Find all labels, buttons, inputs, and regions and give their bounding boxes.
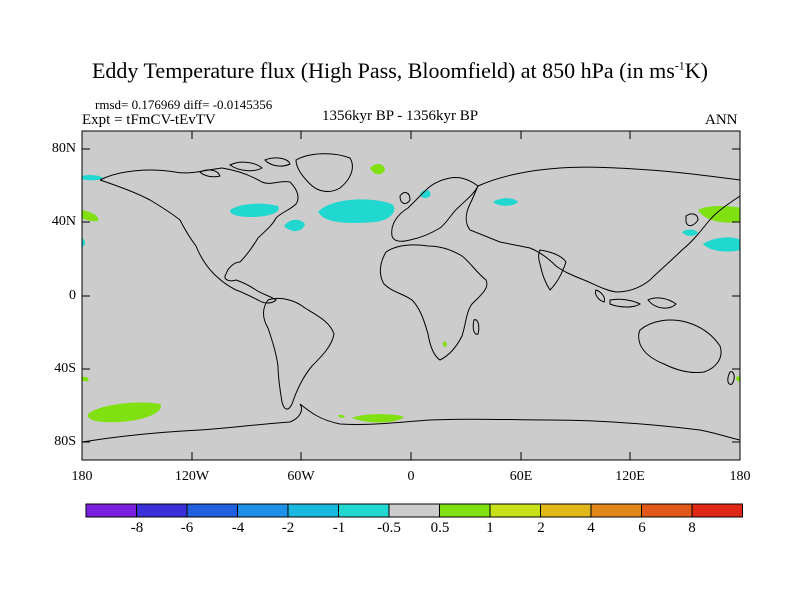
colorbar-box — [237, 503, 289, 518]
coast-south-america — [263, 297, 335, 410]
lat-label-40s: 40S — [54, 361, 76, 376]
coast-india — [538, 249, 567, 291]
negative-anomalies — [82, 174, 740, 252]
season-label: ANN — [705, 112, 738, 128]
colorbar-box — [540, 503, 592, 518]
experiment-label: Expt = tFmCV-tEvTV — [82, 112, 216, 128]
coast-british-isles — [399, 192, 411, 204]
coast-australia — [638, 319, 722, 373]
anomaly-patch — [703, 237, 740, 252]
stats-label: rmsd= 0.176969 diff= -0.0145356 — [95, 97, 273, 112]
anomaly-patch — [442, 341, 447, 347]
map-background — [82, 131, 740, 460]
anomaly-patch — [82, 174, 103, 181]
coast-madagascar — [472, 319, 480, 335]
coast-africa — [379, 244, 488, 361]
colorbar-label: -1 — [332, 520, 346, 536]
colorbar-label: 0.5 — [430, 520, 450, 536]
anomaly-patch — [318, 199, 395, 223]
lon-label-120w: 120W — [174, 469, 210, 484]
lat-label-0: 0 — [69, 288, 76, 303]
anomaly-patch — [420, 190, 431, 199]
coast-arctic-islands — [199, 157, 291, 178]
anomaly-patch — [87, 402, 161, 423]
anomaly-patch — [352, 414, 404, 423]
colorbar-label: -2 — [281, 520, 295, 536]
coast-asia — [465, 166, 741, 293]
colorbar-label: 2 — [537, 520, 545, 536]
lon-ticks — [81, 131, 741, 460]
anomaly-patch — [682, 229, 698, 236]
coast-north-america — [99, 167, 299, 304]
plot-title: Eddy Temperature flux (High Pass, Bloomf… — [91, 58, 708, 83]
coast-japan — [685, 213, 699, 227]
colorbar-label: 1 — [486, 520, 494, 536]
colorbar-box — [338, 503, 390, 518]
anomaly-patch — [82, 376, 89, 382]
colorbar-box — [287, 503, 339, 518]
colorbar-label: 4 — [587, 520, 595, 536]
anomaly-patch — [338, 414, 345, 418]
positive-anomalies — [82, 164, 740, 423]
coast-antarctica — [81, 403, 741, 443]
colorbar-label: 8 — [688, 520, 696, 536]
colorbar-label: -0.5 — [377, 520, 401, 536]
colorbar-box — [439, 503, 491, 518]
colorbar-label: -6 — [180, 520, 194, 536]
colorbar-box — [186, 503, 238, 518]
lat-label-40n: 40N — [51, 214, 76, 229]
colorbar-box — [641, 503, 693, 518]
colorbar-box — [691, 503, 743, 518]
lat-label-80n: 80N — [51, 141, 76, 156]
lon-label-180w: 180 — [71, 469, 93, 484]
colorbar-box — [388, 503, 440, 518]
colorbar — [85, 503, 743, 518]
anomaly-patch — [230, 203, 279, 217]
lon-label-60w: 60W — [287, 469, 315, 484]
colorbar-box — [590, 503, 642, 518]
anomaly-patch — [736, 376, 740, 382]
anomaly-patch — [698, 206, 740, 223]
colorbar-box — [85, 503, 137, 518]
coast-new-zealand — [727, 371, 735, 385]
anomaly-patch — [284, 219, 305, 232]
lon-label-120e: 120E — [615, 469, 645, 484]
lon-label-0: 0 — [407, 469, 415, 484]
anomaly-patch — [82, 210, 99, 222]
colorbar-label: -8 — [130, 520, 144, 536]
colorbar-box — [489, 503, 541, 518]
colorbar-label: 6 — [638, 520, 646, 536]
anomaly-patch — [370, 164, 385, 175]
lat-label-80s: 80S — [54, 434, 76, 449]
coast-greenland — [295, 153, 353, 192]
colorbar-box — [136, 503, 188, 518]
lon-label-180e: 180 — [729, 469, 751, 484]
colorbar-label: -4 — [231, 520, 245, 536]
period-label: 1356kyr BP - 1356kyr BP — [322, 108, 479, 124]
coast-se-asia — [595, 289, 677, 309]
lat-ticks — [82, 148, 740, 443]
coastlines — [81, 153, 741, 443]
anomaly-patch — [82, 238, 85, 247]
lon-label-60e: 60E — [509, 469, 533, 484]
anomaly-patch — [493, 198, 518, 206]
